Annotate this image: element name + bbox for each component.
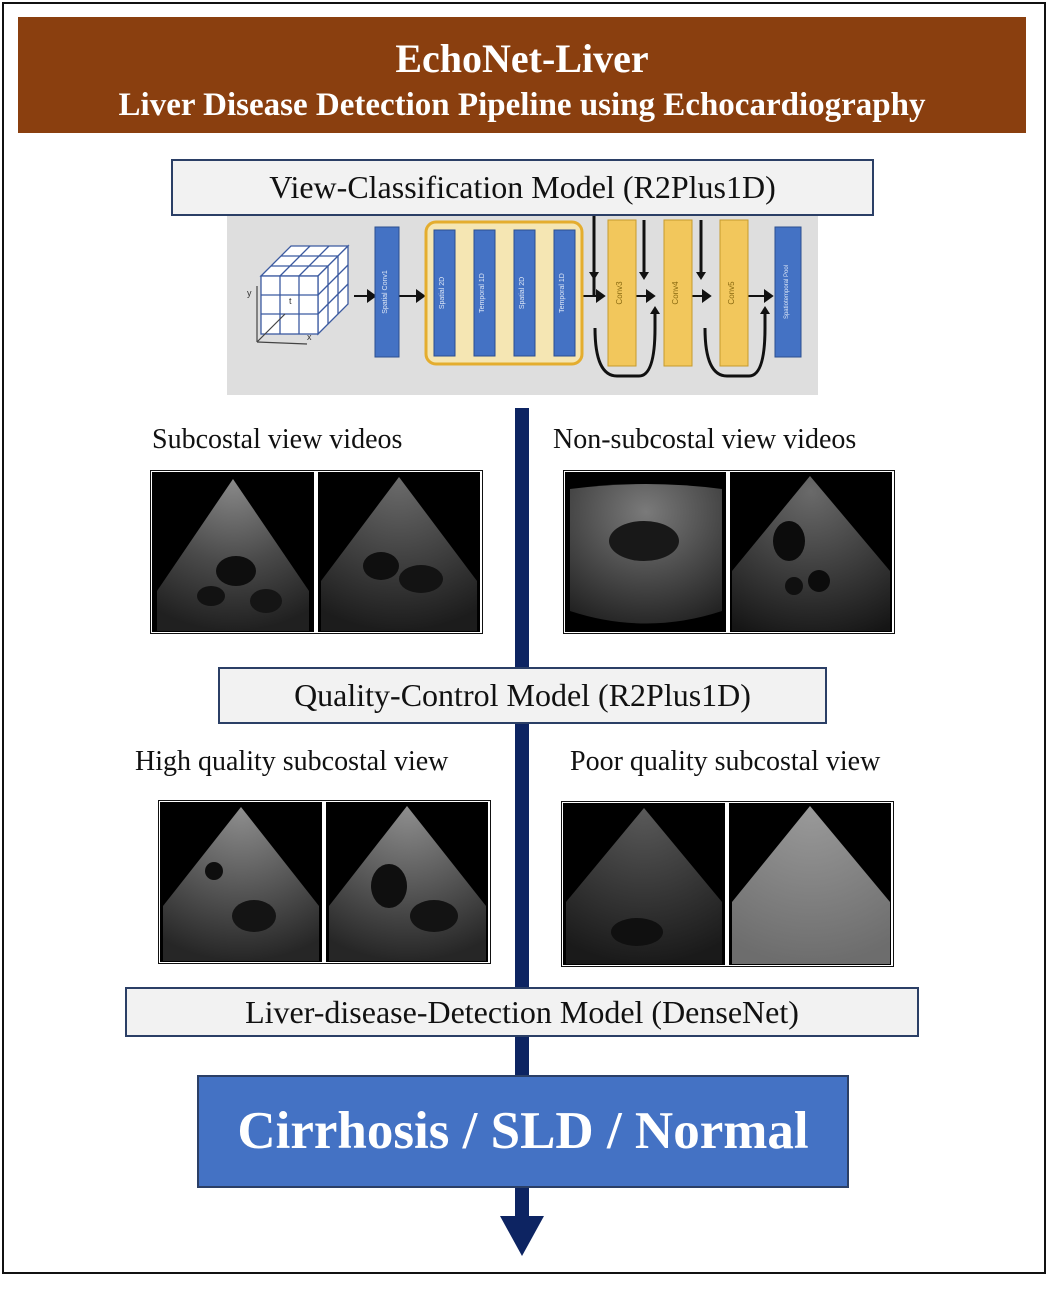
quality-control-model-box: Quality-Control Model (R2Plus1D) — [218, 667, 827, 724]
input-volume-cube — [259, 244, 350, 336]
title-banner: EchoNet-Liver Liver Disease Detection Pi… — [18, 17, 1026, 133]
subcostal-video-frames — [150, 470, 483, 634]
svg-text:Spatiotemporal Pool: Spatiotemporal Pool — [784, 265, 790, 319]
axis-t-label: t — [289, 296, 292, 306]
svg-text:Temporal 1D: Temporal 1D — [479, 273, 486, 313]
echo-frames-svg — [160, 802, 488, 962]
pipeline-arrowhead — [500, 1216, 544, 1256]
block-conv5: Conv5 — [719, 219, 749, 367]
svg-text:Spatial Conv1: Spatial Conv1 — [382, 270, 389, 314]
block-conv3: Conv3 — [607, 219, 637, 367]
liver-disease-detection-model-box: Liver-disease-Detection Model (DenseNet) — [125, 987, 919, 1037]
svg-text:Conv4: Conv4 — [671, 281, 680, 305]
poor-quality-frames — [561, 801, 894, 967]
r2plus1d-architecture-diagram: y t x — [227, 216, 818, 395]
high-quality-frames — [158, 800, 491, 964]
classification-output-box: Cirrhosis / SLD / Normal — [197, 1075, 849, 1188]
subtitle: Liver Disease Detection Pipeline using E… — [118, 87, 926, 123]
echo-frames-svg — [565, 472, 892, 632]
subcostal-videos-label: Subcostal view videos — [152, 424, 403, 455]
echo-frames-svg — [152, 472, 480, 632]
axis-y-label: y — [247, 288, 252, 298]
svg-text:Spatial 2D: Spatial 2D — [519, 277, 526, 309]
axis-x-label: x — [307, 332, 312, 342]
title: EchoNet-Liver — [395, 36, 649, 81]
poor-quality-label: Poor quality subcostal view — [570, 746, 881, 777]
high-quality-label: High quality subcostal view — [135, 746, 449, 777]
residual-connections — [592, 216, 767, 378]
non-subcostal-videos-label: Non-subcostal view videos — [553, 424, 857, 455]
block-spatiotemporal-pool: Spatiotemporal Pool — [774, 226, 802, 358]
block-spatial-conv1: Spatial Conv1 — [374, 226, 400, 358]
view-classification-model-box: View-Classification Model (R2Plus1D) — [171, 159, 874, 216]
block-spatial-2d-a: Spatial 2D — [433, 229, 456, 357]
block-temporal-1d-b: Temporal 1D — [553, 229, 576, 357]
block-temporal-1d-a: Temporal 1D — [473, 229, 496, 357]
block-conv4: Conv4 — [663, 219, 693, 367]
architecture-svg: y t x — [247, 216, 802, 378]
svg-text:Temporal 1D: Temporal 1D — [559, 273, 566, 313]
echo-frames-svg — [563, 803, 891, 965]
block-spatial-2d-b: Spatial 2D — [513, 229, 536, 357]
svg-text:Conv5: Conv5 — [727, 281, 736, 305]
axes-icon — [256, 286, 308, 345]
svg-text:Conv3: Conv3 — [615, 281, 624, 305]
non-subcostal-video-frames — [563, 470, 895, 634]
residual-arrowheads — [589, 272, 770, 314]
svg-text:Spatial 2D: Spatial 2D — [439, 277, 446, 309]
r2plus1d-block-container — [424, 220, 584, 366]
